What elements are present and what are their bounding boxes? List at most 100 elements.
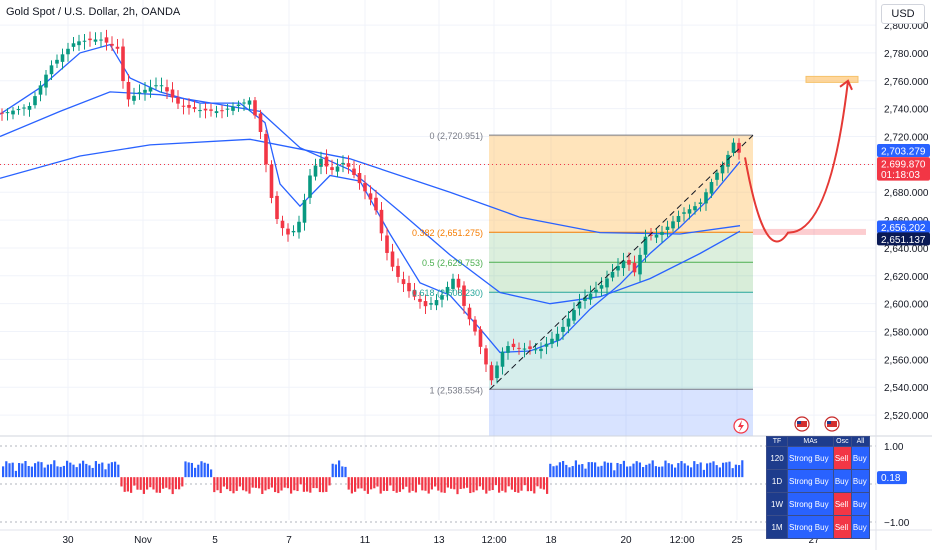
indicator-bar <box>494 477 497 486</box>
indicator-bar <box>734 464 737 478</box>
indicator-bar <box>360 477 363 489</box>
candle-body <box>357 173 362 184</box>
flag-icon <box>827 421 837 427</box>
indicator-bar <box>622 460 625 478</box>
tech-cell-mas: Strong Buy <box>787 469 834 493</box>
time-axis-tick: 13 <box>433 535 445 546</box>
indicator-bar <box>136 477 139 490</box>
indicator-bar <box>389 477 392 486</box>
candle-body <box>379 209 384 234</box>
indicator-bar <box>40 462 43 478</box>
indicator-bar <box>469 477 472 494</box>
candle-body <box>467 307 472 320</box>
candle-body <box>682 212 686 214</box>
indicator-bar <box>578 464 581 478</box>
candle-body <box>104 37 109 43</box>
candle-body <box>566 318 571 327</box>
candle-body <box>264 133 268 165</box>
candle-body <box>242 102 246 104</box>
indicator-bar <box>357 477 360 489</box>
tech-row: 120 Strong Buy Sell Buy <box>766 446 871 470</box>
candle-body <box>82 40 87 42</box>
candle-body <box>715 172 719 180</box>
candle-body <box>330 167 334 171</box>
indicator-bar <box>526 477 529 492</box>
indicator-bar <box>626 466 629 478</box>
candle-body <box>176 97 180 104</box>
candle-body <box>429 303 433 305</box>
indicator-bar <box>43 467 46 478</box>
indicator-bar <box>507 477 510 487</box>
time-axis-tick: 25 <box>731 535 743 546</box>
indicator-bar <box>536 477 539 487</box>
candle-body <box>462 285 466 306</box>
indicator-bar <box>482 477 485 490</box>
indicator-bar <box>667 463 670 478</box>
support-zone <box>753 228 866 235</box>
indicator-bar <box>373 477 376 489</box>
indicator-bar <box>338 460 341 478</box>
projection-arrow <box>744 80 849 243</box>
indicator-tick: 1.00 <box>884 442 904 453</box>
candle-body <box>539 348 543 352</box>
candle-body <box>66 48 70 55</box>
candle-body <box>660 232 664 235</box>
candle-body <box>374 197 378 211</box>
indicator-tick: −1.00 <box>884 518 910 529</box>
flag-icon <box>797 421 807 427</box>
indicator-bar <box>190 462 193 478</box>
price-axis-tick: 2,740.000 <box>884 105 929 116</box>
price-axis-tick: 2,640.000 <box>884 244 929 255</box>
indicator-bar <box>632 463 635 478</box>
indicator-bar <box>629 466 632 478</box>
indicator-bar <box>501 477 504 491</box>
price-axis-tick: 2,520.000 <box>884 411 929 422</box>
candle-body <box>341 162 345 165</box>
candle-body <box>671 221 675 229</box>
indicator-bar <box>155 477 158 493</box>
indicator-bar <box>72 464 75 478</box>
candle-body <box>412 290 417 297</box>
target-zone <box>805 75 859 83</box>
indicator-bar <box>376 477 379 487</box>
indicator-bar <box>706 463 709 478</box>
indicator-bar <box>168 477 171 490</box>
indicator-bar <box>130 477 133 493</box>
tech-header-cell: Osc <box>832 436 852 447</box>
candle-body <box>368 193 373 200</box>
indicator-bar <box>603 461 606 478</box>
candle-body <box>159 85 164 87</box>
indicator-bar <box>517 477 520 493</box>
indicator-bar <box>264 477 267 491</box>
candle-body <box>60 54 65 62</box>
currency-button[interactable]: USD <box>881 4 925 24</box>
candle-body <box>148 87 153 92</box>
candle-body <box>291 230 296 233</box>
tech-cell-osc: Sell <box>832 446 852 470</box>
indicator-bar <box>328 477 331 486</box>
tech-cell-mas: Strong Buy <box>787 515 834 539</box>
indicator-bar <box>232 477 235 494</box>
indicator-bar <box>258 477 261 489</box>
indicator-bar <box>680 461 683 478</box>
indicator-bar <box>347 477 350 490</box>
indicator-bar <box>741 460 744 478</box>
technicals-table: TF MAs Osc All 120 Strong Buy Sell Buy 1D Strong … <box>766 436 871 539</box>
indicator-bar <box>427 477 430 494</box>
candle-body <box>396 265 400 277</box>
candle-body <box>27 106 32 110</box>
fib-zone <box>489 389 753 436</box>
lightning-icon <box>738 420 744 432</box>
indicator-bar <box>318 477 321 493</box>
candle-body <box>643 236 648 255</box>
indicator-bar <box>158 477 161 493</box>
indicator-bar <box>453 477 456 490</box>
indicator-bar <box>235 477 238 491</box>
indicator-bar <box>187 462 190 478</box>
indicator-bar <box>398 477 401 492</box>
indicator-bar <box>674 467 677 478</box>
candle-body <box>319 158 323 167</box>
tech-header-cell: All <box>850 436 871 447</box>
indicator-bar <box>5 461 8 478</box>
